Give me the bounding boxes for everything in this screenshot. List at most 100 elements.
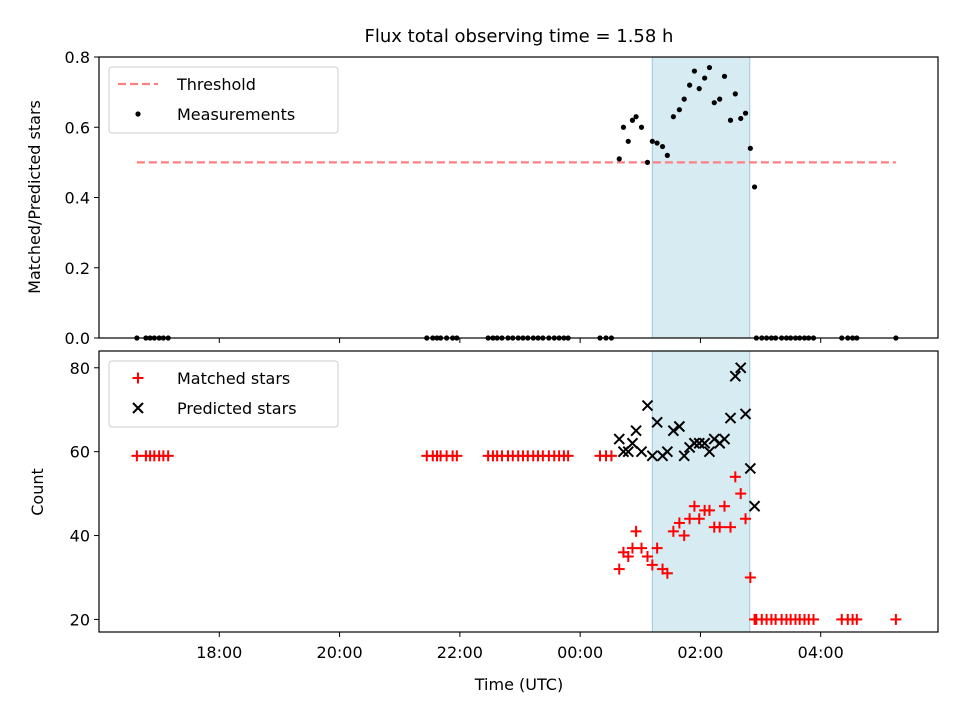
measurement-point (706, 64, 713, 71)
predicted-star-marker (678, 450, 690, 462)
observing-window-highlight (651, 56, 751, 339)
x-b (641, 399, 654, 412)
x-tick-label: 20:00 (317, 643, 363, 662)
predicted-star-marker (626, 437, 639, 449)
measurement-point (702, 75, 708, 81)
matched-star-marker (635, 542, 647, 554)
predicted-star-marker (744, 462, 757, 475)
measurement-point (620, 124, 627, 130)
x-b (724, 412, 737, 424)
y-axis-label-ratio: Matched/Predicted stars (25, 100, 44, 294)
matched-star-marker (851, 613, 863, 625)
measurement-point (625, 138, 631, 144)
y-tick-label: 0.0 (65, 329, 90, 348)
plot-frame (98, 56, 939, 339)
predicted-star-marker (617, 445, 630, 458)
legend-label: Threshold (176, 75, 256, 94)
measurement-point (747, 145, 753, 151)
measurement-point (727, 117, 734, 123)
legend: Threshold Measurements (108, 66, 339, 134)
y-tick-label: 20 (70, 610, 90, 629)
predicted-star-marker (622, 445, 634, 458)
x-b (744, 462, 757, 475)
matched-star-marker (688, 500, 700, 512)
matched-star-marker (605, 450, 617, 462)
matched-star-marker (718, 500, 730, 512)
x-b (698, 437, 711, 449)
matched-star-marker (642, 551, 654, 563)
measurement-point (664, 152, 670, 158)
legend-box (108, 66, 339, 134)
predicted-star-marker (661, 445, 674, 458)
x-b (703, 445, 716, 458)
predicted-star-marker (673, 420, 686, 433)
x-tick-label: 22:00 (437, 643, 483, 662)
series-predicted-stars (613, 362, 761, 512)
y-tick-label: 0.4 (65, 189, 90, 208)
measurement-point (717, 96, 723, 102)
measurement-point (751, 184, 758, 190)
matched-star-marker (613, 563, 625, 575)
matched-star-marker (693, 513, 705, 525)
measurement-point (659, 143, 666, 150)
y-tick-label: 0.2 (65, 259, 90, 278)
matched-star-marker (646, 559, 658, 571)
matched-star-marker (744, 571, 756, 583)
ratio-panel: Flux total observing time = 1.58 h Match… (25, 26, 939, 348)
legend-box (108, 360, 339, 428)
legend-label: Matched stars (177, 369, 290, 388)
predicted-star-marker (739, 408, 752, 420)
predicted-star-marker (630, 424, 642, 437)
matched-star-marker (661, 567, 673, 579)
matched-star-marker (667, 525, 679, 537)
predicted-star-marker (748, 500, 761, 512)
measurement-point (649, 138, 655, 144)
measurement-point (616, 156, 622, 162)
x-b (678, 450, 690, 462)
predicted-star-marker (698, 437, 711, 449)
count-panel: Count Time (UTC) 20 40 60 80 18:00 20:00 22:00… (28, 350, 939, 694)
x-b (617, 445, 630, 458)
predicted-star-marker (718, 433, 731, 445)
measurement-point (742, 110, 749, 116)
measurement-point (691, 68, 698, 74)
legend-label: Predicted stars (177, 399, 297, 418)
x-b (718, 433, 731, 445)
plot-frame (98, 350, 939, 633)
matched-star-marker (714, 521, 726, 533)
measurement-point (644, 159, 651, 165)
x-tick-label: 00:00 (557, 643, 603, 662)
x-b (626, 437, 639, 449)
series-measurements (134, 64, 899, 341)
x-b (688, 437, 701, 449)
predicted-star-marker (641, 399, 654, 412)
predicted-star-marker (613, 433, 625, 445)
y-tick-label: 60 (70, 443, 90, 462)
measurement-point (629, 117, 636, 123)
matched-star-marker (451, 450, 463, 462)
measurement-point (721, 73, 728, 79)
matched-star-marker (678, 530, 690, 542)
x-b (630, 424, 642, 437)
predicted-star-marker (729, 370, 742, 382)
measurement-point (738, 115, 744, 122)
predicted-star-marker (651, 416, 663, 429)
x-b (661, 445, 674, 458)
chart-title: Flux total observing time = 1.58 h (365, 26, 674, 47)
legend-measurement-swatch (135, 111, 141, 117)
x-b (729, 370, 742, 382)
measurement-point (696, 86, 702, 92)
observing-window-highlight (651, 350, 751, 633)
x-tick-label: 04:00 (798, 643, 844, 662)
x-b (748, 500, 761, 512)
matched-star-marker (162, 450, 174, 462)
x-b (735, 362, 747, 374)
measurement-point (687, 82, 693, 88)
x-b (635, 445, 648, 458)
measurement-point (732, 91, 738, 97)
measurement-point (681, 96, 687, 102)
legend-predicted-swatch-b (132, 402, 144, 414)
predicted-star-marker (635, 445, 648, 458)
legend: Matched stars Predicted stars (108, 360, 339, 428)
